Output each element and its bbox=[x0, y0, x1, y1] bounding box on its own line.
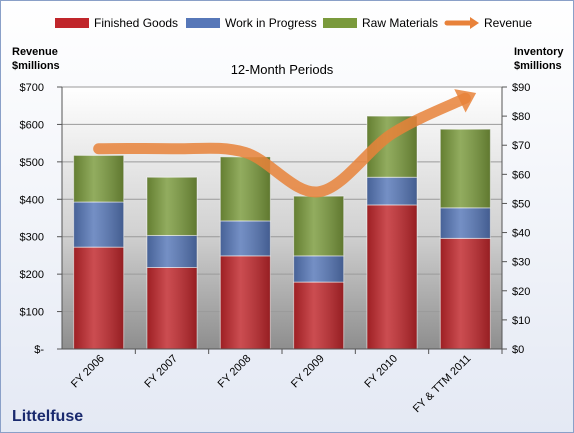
legend-arrow-revenue bbox=[470, 17, 479, 29]
legend-label-revenue: Revenue bbox=[484, 16, 532, 30]
right-tick-label: $0 bbox=[512, 344, 524, 356]
left-tick-label: $100 bbox=[20, 307, 44, 319]
legend-label-finished-goods: Finished Goods bbox=[94, 16, 178, 30]
left-axis-title-line1: Revenue bbox=[12, 46, 58, 58]
bar-finished-goods bbox=[439, 237, 491, 350]
right-tick-label: $70 bbox=[512, 140, 530, 152]
bar-finished-goods bbox=[366, 204, 418, 350]
right-tick-label: $90 bbox=[512, 82, 530, 94]
bar-work-in-progress bbox=[146, 234, 198, 268]
bar-raw-materials bbox=[439, 128, 491, 209]
bar-raw-materials bbox=[73, 154, 125, 203]
right-tick-label: $80 bbox=[512, 111, 530, 123]
chart-title: 12-Month Periods bbox=[231, 62, 334, 77]
bar-work-in-progress bbox=[439, 207, 491, 239]
legend-label-raw-materials: Raw Materials bbox=[362, 16, 438, 30]
right-tick-label: $10 bbox=[512, 315, 530, 327]
bar-finished-goods bbox=[146, 266, 198, 350]
left-tick-label: $300 bbox=[20, 232, 44, 244]
bar-finished-goods bbox=[73, 246, 125, 350]
left-tick-label: $600 bbox=[20, 119, 44, 131]
left-tick-label: $700 bbox=[20, 82, 44, 94]
revenue-arrow-head bbox=[454, 89, 477, 113]
left-axis-title-line2: $millions bbox=[12, 60, 60, 72]
right-tick-label: $50 bbox=[512, 198, 530, 210]
bars bbox=[73, 115, 491, 350]
bar-raw-materials bbox=[293, 195, 345, 257]
right-tick-label: $60 bbox=[512, 169, 530, 181]
revenue-line bbox=[93, 92, 471, 198]
bar-finished-goods bbox=[293, 281, 345, 350]
revenue-line-group bbox=[93, 89, 477, 198]
right-tick-label: $30 bbox=[512, 257, 530, 269]
left-tick-label: $500 bbox=[20, 157, 44, 169]
right-tick-label: $40 bbox=[512, 228, 530, 240]
bar-work-in-progress bbox=[219, 220, 271, 257]
bar-work-in-progress bbox=[366, 176, 418, 206]
legend-label-work-in-progress: Work in Progress bbox=[225, 16, 317, 30]
left-tick-label: $200 bbox=[20, 269, 44, 281]
right-tick-label: $20 bbox=[512, 286, 530, 298]
left-tick-label: $400 bbox=[20, 194, 44, 206]
legend-swatch-finished-goods bbox=[55, 18, 89, 28]
legend-swatch-work-in-progress bbox=[186, 18, 220, 28]
right-axis-title-line1: Inventory bbox=[514, 46, 564, 58]
company-name: Littelfuse bbox=[12, 408, 83, 425]
left-tick-label: $- bbox=[34, 344, 44, 356]
bar-finished-goods bbox=[219, 255, 271, 350]
right-axis-title-line2: $millions bbox=[514, 60, 562, 72]
legend: Finished Goods Work in Progress Raw Mate… bbox=[55, 16, 532, 30]
legend-swatch-raw-materials bbox=[323, 18, 357, 28]
plot-area bbox=[62, 87, 502, 349]
bar-work-in-progress bbox=[73, 201, 125, 248]
bar-work-in-progress bbox=[293, 255, 345, 283]
bar-raw-materials bbox=[146, 176, 198, 236]
